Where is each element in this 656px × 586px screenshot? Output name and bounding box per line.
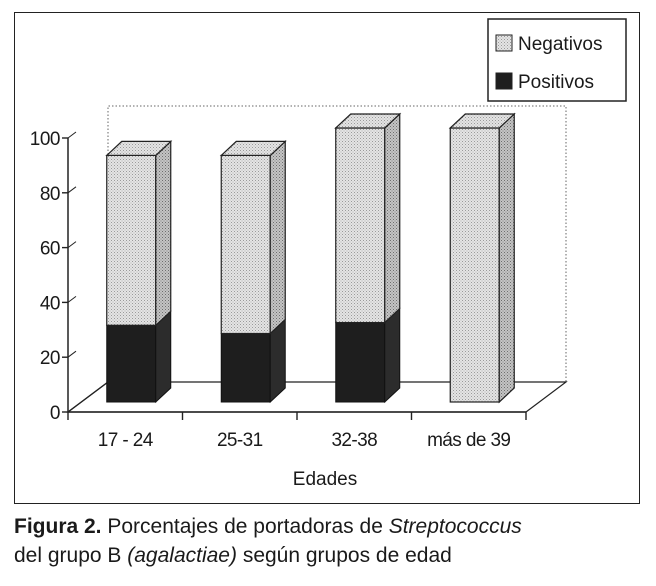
bar-negativos-front <box>335 127 386 324</box>
bar-positivos-side <box>384 307 401 404</box>
y-tick-label: 0 <box>50 403 60 424</box>
bar-positivos-front <box>106 324 157 403</box>
legend-swatch-positivos <box>495 72 513 90</box>
y-tick-label: 20 <box>40 348 60 369</box>
bar-top <box>334 113 402 129</box>
bar-positivos-side <box>155 310 172 404</box>
bar-negativos-front <box>106 154 157 326</box>
y-tick-label: 40 <box>40 293 60 314</box>
bar-negativos-side <box>269 140 286 335</box>
axes <box>62 131 527 420</box>
y-tick-depth <box>67 131 77 139</box>
caption-label: Figura 2. <box>14 515 102 538</box>
legend: Negativos Positivos <box>487 18 627 102</box>
bar-positivos-front <box>220 333 271 403</box>
y-tick-depth <box>67 295 77 303</box>
caption-text-2: del grupo B <box>14 544 128 567</box>
x-tick-label: 32-38 <box>331 430 377 451</box>
bar-top <box>105 140 173 156</box>
figure-caption: Figura 2. Porcentajes de portadoras de S… <box>14 512 644 570</box>
y-tick-label: 80 <box>40 184 60 205</box>
caption-text-3: según grupos de edad <box>236 544 452 567</box>
x-tick-label: 25-31 <box>217 430 263 451</box>
bar-negativos-front <box>220 154 271 335</box>
bar-negativos-side <box>384 112 401 324</box>
legend-label-positivos: Positivos <box>518 72 594 93</box>
bars <box>105 112 516 404</box>
bar-negativos-front <box>449 127 500 403</box>
bar-positivos-front <box>335 322 386 403</box>
caption-species: Streptococcus <box>388 515 522 538</box>
stacked-bar-chart: 0 20 40 60 80 100 17 - 24 25-31 32-38 más de 39 Ed… <box>30 18 627 490</box>
bar-top <box>448 113 516 129</box>
legend-label-negativos: Negativos <box>518 34 603 55</box>
caption-text-1: Porcentajes de portadoras de <box>101 515 389 538</box>
y-tick-label: 60 <box>40 239 60 260</box>
x-axis-title: Edades <box>293 469 357 490</box>
bar-negativos-side <box>155 140 172 327</box>
bar-top <box>219 140 287 156</box>
y-tick-depth <box>67 405 77 413</box>
x-tick-label: más de 39 <box>427 430 510 451</box>
y-tick-label: 100 <box>30 129 60 150</box>
y-tick-depth <box>67 241 77 249</box>
bar-negativos-side <box>498 112 515 404</box>
legend-swatch-negativos <box>495 34 513 52</box>
axis-labels: 0 20 40 60 80 100 17 - 24 25-31 32-38 más de 39 Ed… <box>30 129 511 490</box>
y-tick-depth <box>67 186 77 194</box>
caption-subspecies: (agalactiae) <box>127 544 237 567</box>
x-tick-label: 17 - 24 <box>98 430 154 451</box>
y-tick-depth <box>67 350 77 358</box>
